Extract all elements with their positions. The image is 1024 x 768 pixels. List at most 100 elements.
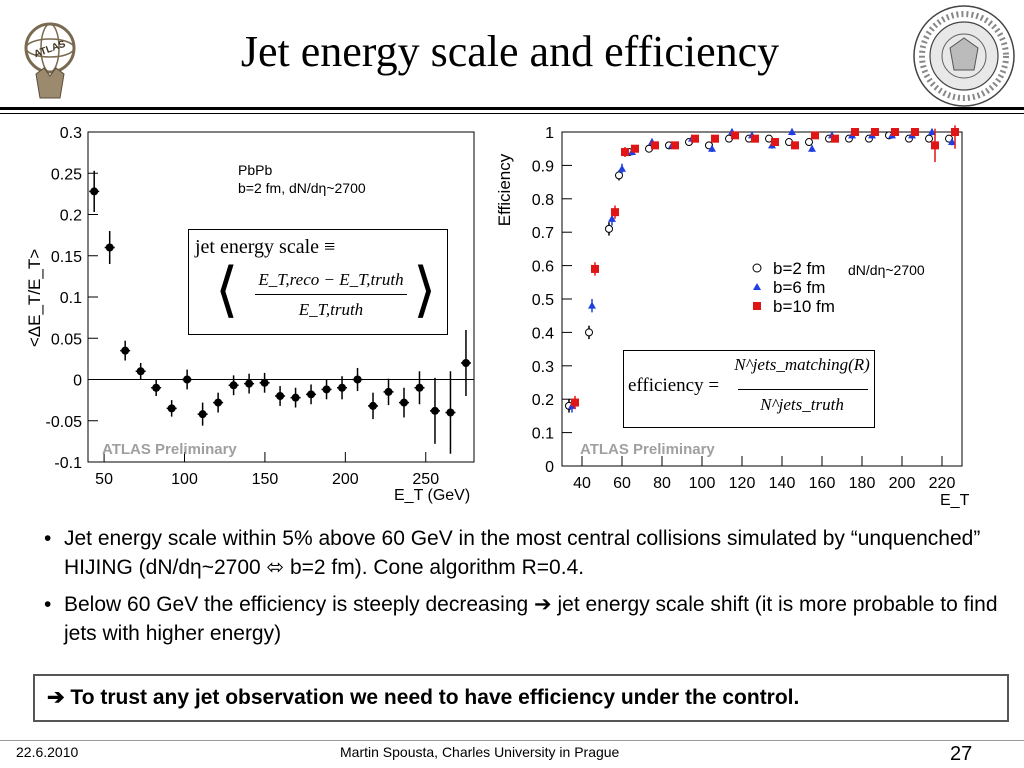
footer-date: 22.6.2010 <box>16 744 79 760</box>
data-point <box>353 375 362 384</box>
data-point <box>708 144 716 152</box>
data-point <box>322 385 331 394</box>
x-tick-label: 120 <box>729 475 756 492</box>
annotation-collision: PbPb <box>238 162 272 178</box>
legend-marker <box>753 302 761 310</box>
data-point <box>631 144 639 153</box>
y-tick-label: 0 <box>73 373 82 390</box>
y-tick-label: -0.05 <box>46 414 83 431</box>
x-tick-label: 220 <box>929 475 956 492</box>
data-point <box>588 301 596 309</box>
y-tick-label: 0.2 <box>532 392 554 409</box>
data-point <box>891 128 899 136</box>
data-point <box>951 128 959 136</box>
x-tick-label: 100 <box>171 471 198 488</box>
y-tick-label: 0.2 <box>60 208 82 225</box>
data-point <box>605 224 613 233</box>
data-point <box>771 138 779 147</box>
data-point <box>671 141 679 150</box>
data-point <box>791 141 799 150</box>
atlas-preliminary-label: ATLAS Preliminary <box>102 441 237 458</box>
data-point <box>260 378 269 387</box>
bullet-item: • Below 60 GeV the efficiency is steeply … <box>40 590 1000 648</box>
bullet-text: Below 60 GeV the efficiency is steeply d… <box>64 593 998 645</box>
y-tick-label: -0.1 <box>54 455 82 472</box>
data-point <box>651 141 659 150</box>
data-point <box>461 359 470 367</box>
data-point <box>415 383 424 392</box>
data-point <box>585 328 593 337</box>
x-tick-label: 140 <box>769 475 796 492</box>
data-point <box>851 128 859 136</box>
data-point <box>399 398 408 407</box>
data-point <box>925 134 933 143</box>
data-point <box>291 393 300 402</box>
formula-denominator: N^jets_truth <box>760 395 844 414</box>
y-tick-label: 0.5 <box>532 292 554 309</box>
x-tick-label: 200 <box>332 471 359 488</box>
data-point <box>152 383 161 392</box>
x-axis-label: E_T <box>940 492 970 509</box>
data-point <box>183 375 192 384</box>
x-tick-label: 50 <box>95 471 113 488</box>
y-tick-label: 0.05 <box>51 331 82 348</box>
y-tick-label: 0.1 <box>60 290 82 307</box>
y-tick-label: 0.7 <box>532 225 554 242</box>
title-rule-thick <box>0 107 1024 110</box>
y-axis-label: Efficiency <box>495 153 514 226</box>
page-title: Jet energy scale and efficiency <box>240 27 780 76</box>
formula-lhs: jet energy scale ≡ <box>195 236 336 258</box>
data-point <box>788 128 796 135</box>
x-tick-label: 160 <box>809 475 836 492</box>
data-point <box>691 134 699 143</box>
data-point <box>198 410 207 419</box>
y-tick-label: 0 <box>545 459 554 476</box>
x-axis-label: E_T (GeV) <box>394 487 470 504</box>
x-tick-label: 60 <box>613 475 631 492</box>
formula-numerator: N^jets_matching(R) <box>734 355 870 374</box>
annotation-centrality: b=2 fm, dN/dη~2700 <box>238 180 366 196</box>
data-point <box>751 134 759 143</box>
y-tick-label: 0.15 <box>51 249 82 266</box>
data-point <box>276 392 285 400</box>
footer-author: Martin Spousta, Charles University in Pr… <box>340 744 620 760</box>
data-point <box>446 408 455 417</box>
bullet-dot: • <box>44 593 52 616</box>
title-rule-thin <box>0 113 1024 114</box>
formula-bracket-left: ⟨ <box>215 257 239 323</box>
data-point <box>229 381 238 390</box>
data-point <box>369 401 378 410</box>
data-point <box>608 214 616 222</box>
y-tick-label: 0.6 <box>532 259 554 276</box>
data-point <box>384 387 393 396</box>
formula-denominator: E_T,truth <box>298 300 364 319</box>
annotation-multiplicity: dN/dη~2700 <box>848 262 925 278</box>
x-tick-label: 80 <box>653 475 671 492</box>
bullet-item: • Jet energy scale within 5% above 60 GeV… <box>40 524 1000 582</box>
data-point <box>831 134 839 143</box>
x-tick-label: 100 <box>689 475 716 492</box>
y-tick-label: 1 <box>545 125 554 142</box>
efficiency-formula: efficiency = N^jets_matching(R) N^jets_t… <box>623 350 875 428</box>
bullet-list: • Jet energy scale within 5% above 60 GeV… <box>40 524 1000 656</box>
data-point <box>805 138 813 147</box>
footer-rule <box>0 740 1024 741</box>
data-point <box>711 134 719 143</box>
y-tick-label: 0.4 <box>532 325 554 342</box>
data-point <box>214 398 223 407</box>
bullet-text: Jet energy scale within 5% above 60 GeV … <box>64 527 981 579</box>
legend-label: b=10 fm <box>773 297 835 316</box>
data-point <box>307 390 316 399</box>
y-tick-label: 0.9 <box>532 158 554 175</box>
x-tick-label: 250 <box>412 471 439 488</box>
data-point <box>90 187 99 196</box>
legend-label: b=6 fm <box>773 278 825 297</box>
fraction-bar <box>255 294 407 295</box>
conclusion-callout: ➔ To trust any jet observation we need t… <box>33 674 1009 722</box>
fraction-bar <box>738 389 868 390</box>
data-point <box>911 128 919 136</box>
data-point <box>621 148 629 157</box>
data-point <box>136 367 145 376</box>
data-point <box>871 128 879 136</box>
